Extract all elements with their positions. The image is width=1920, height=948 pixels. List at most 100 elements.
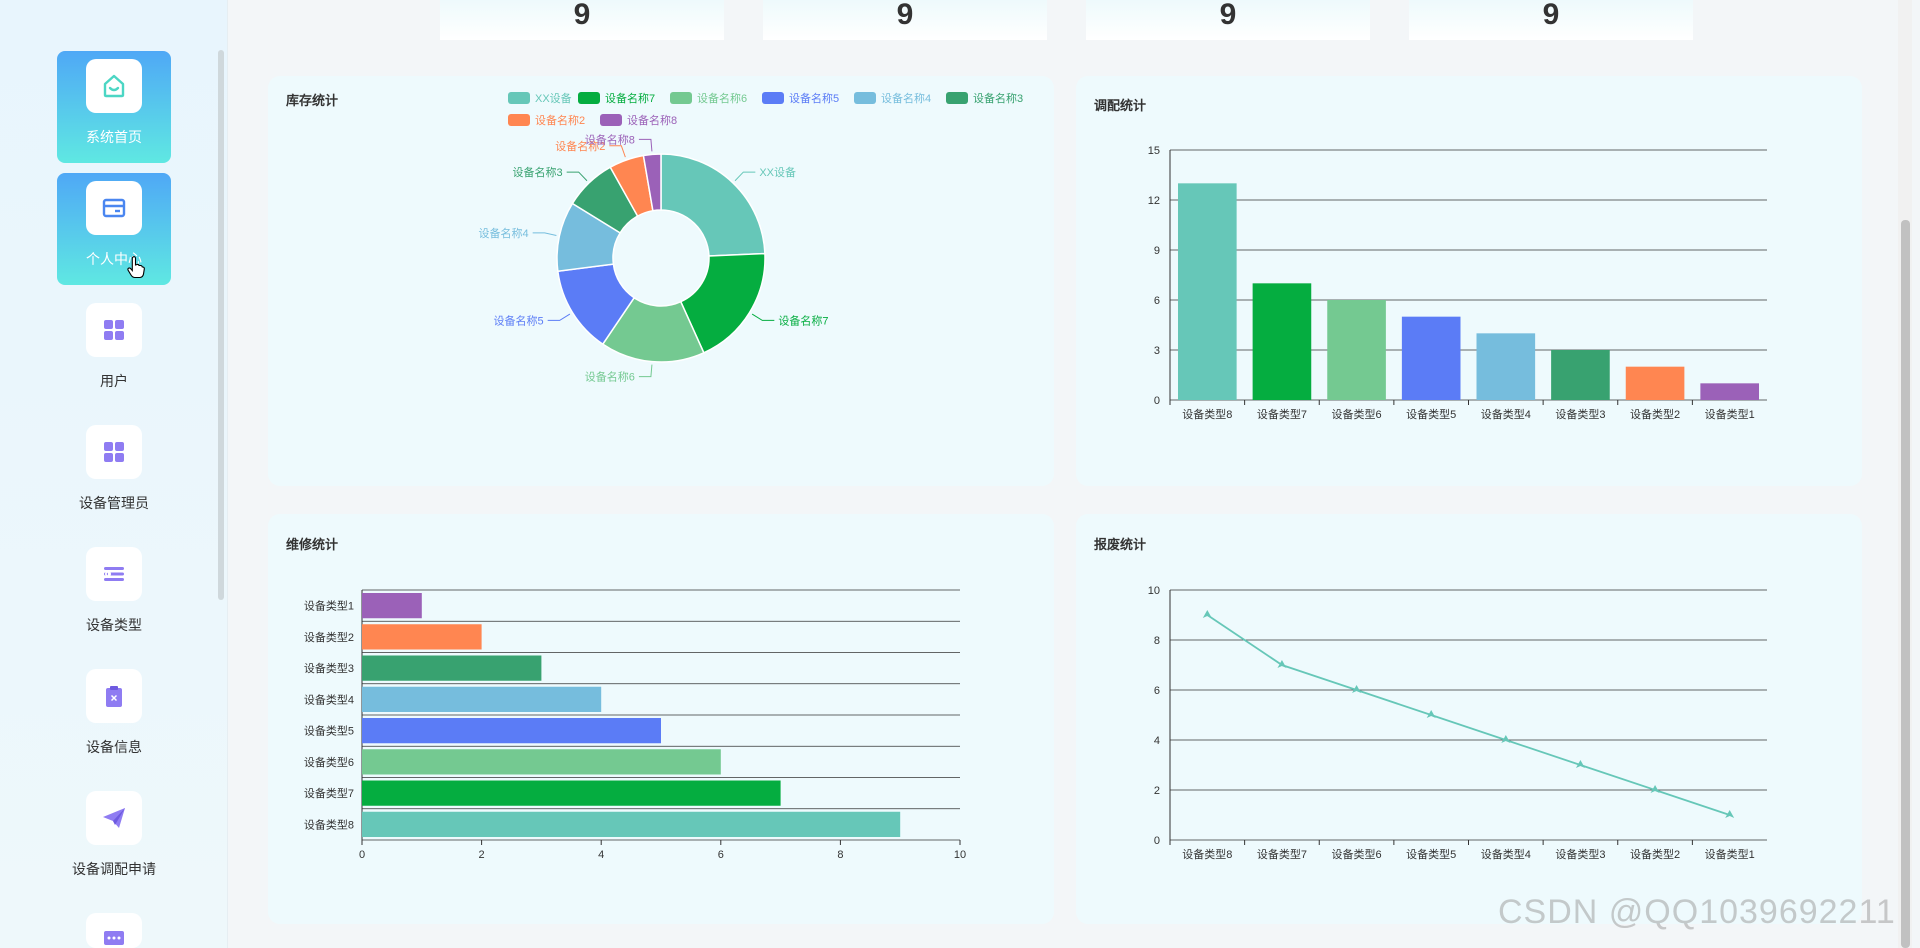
legend-swatch <box>508 114 530 126</box>
stat-value: 9 <box>1219 0 1237 31</box>
bar <box>362 686 602 712</box>
legend-swatch <box>762 92 784 104</box>
legend-label: 设备名称5 <box>789 91 839 105</box>
y-tick-label: 3 <box>1154 345 1160 357</box>
pie-label-line <box>638 364 653 378</box>
pie-slice <box>642 153 662 212</box>
x-tick-label: 设备类型2 <box>1630 407 1680 421</box>
bar <box>1178 183 1237 400</box>
y-tick-label: 设备类型3 <box>304 661 354 675</box>
y-tick-label: 8 <box>1154 635 1160 647</box>
pie-slice-label: 设备名称6 <box>585 370 635 384</box>
panel-title: 维修统计 <box>286 537 339 552</box>
bar <box>362 624 482 650</box>
y-tick-label: 设备类型1 <box>304 599 354 613</box>
x-tick-label: 设备类型4 <box>1481 407 1531 421</box>
y-tick-label: 设备类型4 <box>304 692 354 706</box>
bar <box>362 593 422 619</box>
x-tick-label: 8 <box>837 849 843 861</box>
pie-slice-label: 设备名称4 <box>479 226 529 240</box>
bar <box>362 749 721 775</box>
pie-slice-label: 设备名称3 <box>513 165 563 179</box>
grid-icon <box>86 303 142 357</box>
bar <box>1401 316 1461 400</box>
x-tick-label: 2 <box>479 849 485 861</box>
x-tick-label: 设备类型7 <box>1257 847 1307 861</box>
sidebar-scrollbar[interactable] <box>218 50 224 600</box>
sidebar: 系统首页 个人中心 用户 设备管理员 设备类型 设备信息 设备调 <box>0 0 228 948</box>
paper-plane-icon <box>86 791 142 845</box>
sidebar-item-label: 用户 <box>100 373 128 389</box>
y-tick-label: 6 <box>1154 295 1160 307</box>
y-tick-label: 设备类型6 <box>304 755 354 769</box>
data-point <box>1575 760 1585 768</box>
page-scrollbar-thumb[interactable] <box>1901 220 1910 948</box>
sidebar-item-label: 设备类型 <box>86 617 142 633</box>
x-tick-label: 设备类型8 <box>1182 407 1232 421</box>
sidebar-item-device-type[interactable]: 设备类型 <box>57 539 171 651</box>
inventory-chart: XX设备设备名称7设备名称6设备名称5设备名称4设备名称3设备名称2设备名称8X… <box>479 91 1024 384</box>
x-tick-label: 设备类型6 <box>1332 407 1382 421</box>
clipboard-icon <box>86 669 142 723</box>
bar <box>362 811 901 837</box>
x-tick-label: 设备类型1 <box>1705 407 1755 421</box>
data-point <box>1426 710 1436 718</box>
sidebar-item-device-allocation[interactable]: 设备调配申请 <box>57 783 171 895</box>
y-tick-label: 0 <box>1154 835 1160 847</box>
pie-label-line <box>609 145 626 158</box>
legend-swatch <box>854 92 876 104</box>
x-tick-label: 设备类型4 <box>1481 847 1531 861</box>
data-point <box>1202 610 1212 618</box>
x-tick-label: 设备类型3 <box>1555 847 1605 861</box>
stat-card: 9 <box>1086 0 1370 40</box>
pie-label-line <box>638 138 653 152</box>
bar <box>1476 333 1536 400</box>
repair-panel: 维修统计 设备类型8 设备类型7 设备类型6 设备类型5 设备类型4 设备类型3 设备类型2… <box>268 514 1054 924</box>
sidebar-item-device-admin[interactable]: 设备管理员 <box>57 417 171 529</box>
watermark: CSDN @QQ1039692211 <box>1498 893 1896 931</box>
pie-slice <box>679 252 766 354</box>
chat-icon <box>86 913 142 948</box>
sidebar-item-profile[interactable]: 个人中心 <box>57 173 171 285</box>
stat-card: 9 <box>1409 0 1693 40</box>
pie-label-line <box>566 171 588 182</box>
scrap-panel: 报废统计 0 2 4 6 8 10 设备类型8 设备类型7 设备类型6 设备类型5 设备类型4 设备类… <box>1076 514 1862 924</box>
pie-label-line <box>751 313 775 321</box>
series-line <box>1206 614 1730 816</box>
sidebar-item-more[interactable] <box>57 905 171 948</box>
panel-title: 报废统计 <box>1094 537 1147 552</box>
panel-title: 调配统计 <box>1094 98 1147 113</box>
sidebar-item-label: 设备信息 <box>86 739 142 755</box>
sidebar-item-user[interactable]: 用户 <box>57 295 171 407</box>
x-tick-label: 0 <box>359 849 365 861</box>
sidebar-item-device-info[interactable]: 设备信息 <box>57 661 171 773</box>
bar <box>362 655 542 681</box>
legend-label: XX设备 <box>535 91 572 105</box>
legend-label: 设备名称3 <box>973 91 1023 105</box>
panel-title: 库存统计 <box>286 93 339 108</box>
x-tick-label: 设备类型3 <box>1555 407 1605 421</box>
scrap-chart: 0 2 4 6 8 10 设备类型8 设备类型7 设备类型6 设备类型5 设备类型4 设备类型3 设备类… <box>1148 585 1767 861</box>
y-tick-label: 10 <box>1148 585 1160 597</box>
x-tick-label: 6 <box>718 849 724 861</box>
pie-slice-label: 设备名称2 <box>555 139 605 153</box>
stat-card: 9 <box>440 0 724 40</box>
inventory-panel: 库存统计 XX设备 设备名称7 设备名称6 设备名称5 设备名称4 设备名称3 设备名称2 设… <box>268 76 1054 486</box>
x-tick-label: 10 <box>954 849 966 861</box>
sidebar-item-home[interactable]: 系统首页 <box>57 51 171 163</box>
x-tick-label: 设备类型8 <box>1182 847 1232 861</box>
y-tick-label: 4 <box>1154 735 1160 747</box>
y-tick-label: 设备类型5 <box>304 724 354 738</box>
x-tick-label: 设备类型2 <box>1630 847 1680 861</box>
y-tick-label: 12 <box>1148 195 1160 207</box>
legend-swatch <box>508 92 530 104</box>
pie-slice <box>660 153 766 257</box>
x-tick-label: 设备类型5 <box>1406 407 1456 421</box>
pie-slice-label: 设备名称8 <box>585 132 635 146</box>
bar <box>1327 300 1386 400</box>
y-tick-label: 2 <box>1154 785 1160 797</box>
y-tick-label: 0 <box>1154 395 1160 407</box>
pie-label-line <box>734 171 756 182</box>
data-point <box>1352 685 1362 693</box>
allocation-chart: 0 3 6 9 12 15 设备类型8 设备类型7 设备类型6 设备类型5 设备类型4 设备类型3 设备… <box>1148 145 1767 421</box>
